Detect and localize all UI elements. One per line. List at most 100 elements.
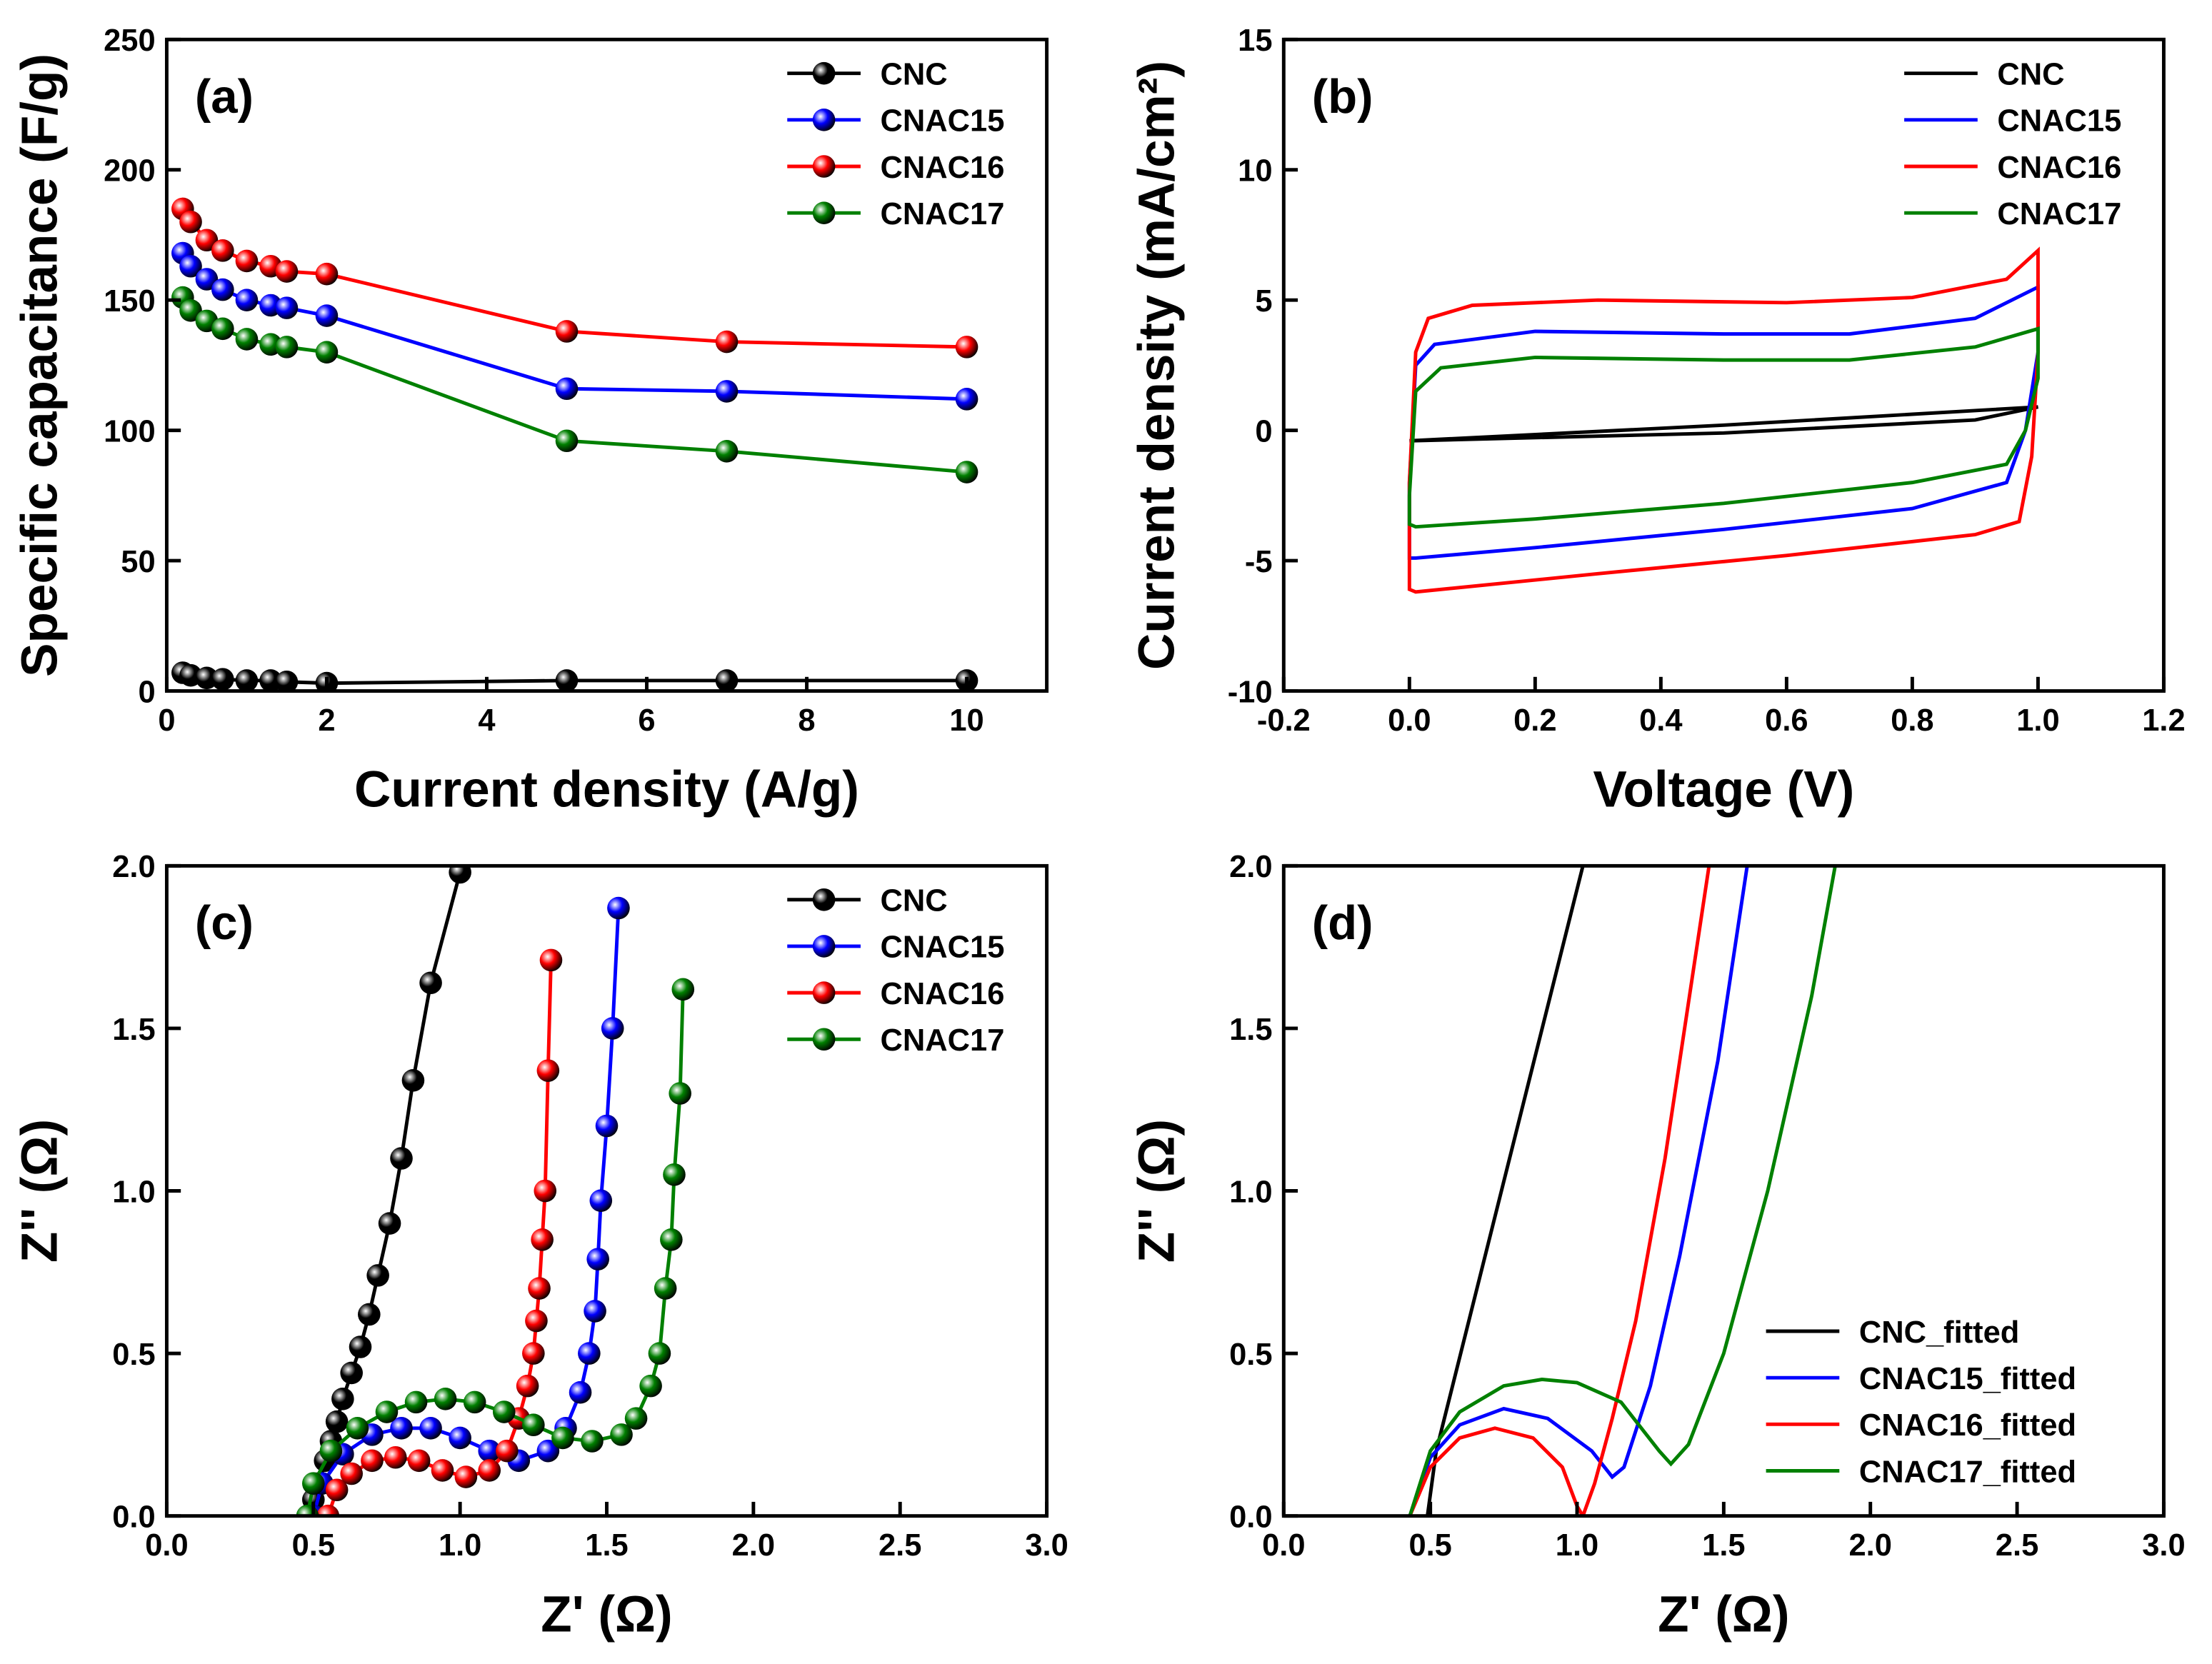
marker	[601, 1017, 624, 1040]
marker	[275, 296, 299, 319]
marker	[478, 1439, 501, 1463]
x-tick-label: 0.6	[1765, 703, 1808, 738]
x-axis-title: Voltage (V)	[1593, 761, 1854, 818]
marker	[715, 380, 739, 403]
marker	[671, 978, 695, 1001]
marker	[315, 262, 339, 286]
y-tick-label: 10	[1238, 154, 1272, 189]
marker	[648, 1342, 671, 1365]
plot-area	[296, 866, 695, 1516]
marker	[275, 670, 299, 691]
x-axis-title: Z' (Ω)	[541, 1587, 672, 1643]
legend-label: CNAC17	[881, 197, 1005, 231]
x-tick-label: 0.0	[1262, 1528, 1305, 1563]
legend-label: CNAC16_fitted	[1859, 1408, 2076, 1443]
marker	[449, 1426, 471, 1450]
x-tick-label: 6	[638, 703, 655, 738]
legend-marker	[812, 201, 836, 224]
legend-label: CNAC17_fitted	[1859, 1455, 2076, 1489]
marker	[434, 1388, 457, 1410]
series-line	[1407, 246, 2040, 594]
series-line	[1407, 326, 2040, 529]
panel-label: (c)	[195, 896, 254, 950]
legend-label: CNAC17	[881, 1023, 1005, 1058]
marker	[715, 440, 739, 463]
marker	[419, 971, 442, 995]
marker	[581, 1430, 604, 1453]
y-axis-title: Specific capacitance (F/g)	[11, 54, 68, 677]
x-tick-label: 4	[478, 703, 495, 738]
marker	[211, 317, 234, 341]
marker	[390, 1147, 413, 1170]
x-tick-label: 0.2	[1513, 703, 1556, 738]
marker	[534, 1179, 557, 1203]
legend-label: CNAC15	[1997, 104, 2121, 139]
axes-frame	[164, 37, 1049, 693]
legend-label: CNAC15	[881, 931, 1005, 965]
marker	[325, 1478, 349, 1502]
marker	[595, 1114, 619, 1138]
x-tick-label: 1.5	[1702, 1528, 1745, 1563]
series-line	[1408, 866, 1749, 1516]
legend-marker	[812, 981, 836, 1004]
x-tick-label: 2.0	[732, 1528, 775, 1563]
y-tick-label: 250	[104, 24, 155, 58]
axes-frame	[1281, 37, 2166, 693]
marker	[584, 1300, 606, 1323]
marker	[955, 388, 979, 411]
marker	[660, 1228, 683, 1251]
marker	[316, 1504, 340, 1516]
y-tick-label: 2.0	[112, 850, 155, 884]
series-line	[1426, 866, 1585, 1516]
marker	[419, 1416, 442, 1440]
marker	[407, 1449, 431, 1473]
marker	[275, 260, 299, 283]
y-tick-label: -5	[1245, 545, 1273, 579]
marker	[340, 1361, 363, 1385]
y-axis-title: Z'' (Ω)	[1128, 1119, 1185, 1263]
marker	[531, 1228, 554, 1251]
y-tick-label: 200	[104, 154, 155, 189]
marker	[525, 1309, 548, 1333]
marker	[390, 1416, 413, 1440]
marker	[179, 299, 202, 322]
marker	[955, 336, 979, 359]
y-tick-label: 0.0	[1229, 1500, 1272, 1534]
marker	[610, 1423, 633, 1446]
marker	[346, 1416, 369, 1440]
x-tick-label: 0.5	[292, 1528, 335, 1563]
marker	[235, 289, 259, 311]
marker	[522, 1342, 545, 1365]
y-tick-label: 5	[1255, 284, 1272, 319]
marker	[555, 429, 579, 453]
marker	[478, 1459, 501, 1482]
marker	[401, 1068, 425, 1092]
y-tick-label: 1.0	[112, 1175, 155, 1209]
x-tick-label: 2.5	[1996, 1528, 2038, 1563]
y-tick-label: 1.5	[1229, 1013, 1272, 1047]
x-tick-label: 0.4	[1639, 703, 1682, 738]
x-axis-title: Z' (Ω)	[1658, 1587, 1789, 1643]
x-tick-label: 0.0	[1388, 703, 1431, 738]
marker	[578, 1342, 601, 1365]
series-line	[1409, 405, 2038, 443]
legend-marker	[812, 888, 836, 911]
marker	[384, 1445, 407, 1469]
marker	[195, 268, 219, 291]
marker	[639, 1374, 662, 1398]
marker	[669, 1082, 691, 1105]
marker	[536, 1059, 560, 1082]
y-tick-label: 50	[121, 545, 155, 579]
marker	[375, 1400, 399, 1423]
marker	[378, 1212, 401, 1235]
marker	[555, 320, 579, 343]
marker	[275, 336, 299, 359]
x-tick-label: 3.0	[1025, 1528, 1068, 1563]
legend-label: CNC	[881, 57, 948, 91]
marker	[528, 1277, 551, 1300]
x-tick-label: 8	[798, 703, 815, 738]
y-axis-title: Z'' (Ω)	[11, 1119, 68, 1263]
y-tick-label: 0.5	[1229, 1338, 1272, 1372]
marker	[211, 668, 234, 691]
